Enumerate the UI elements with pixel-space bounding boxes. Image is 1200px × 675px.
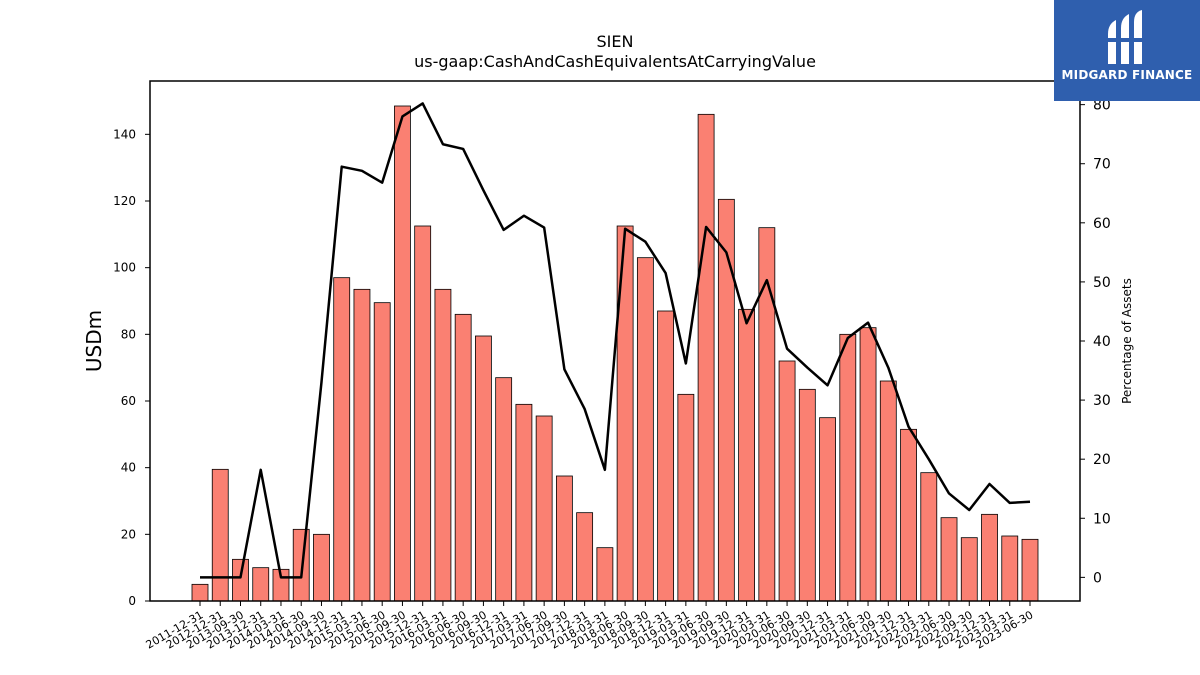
y-tick-label: 140 [113,127,136,141]
bar-2020-12-31 [819,417,836,602]
bar-2019-12-31 [738,308,755,602]
right-y-axis: 0 10 20 30 40 50 60 70 80 [1080,98,1111,586]
bar-2017-12-31 [576,512,594,602]
y-tick-label: 120 [113,194,136,208]
midgard-logo-icon [1106,10,1144,64]
bar-2014-09-30 [313,533,330,602]
bar-2021-09-30 [879,380,897,602]
bar-2021-06-30 [859,327,877,602]
bar-2013-12-31 [252,567,270,602]
y-tick-label: 60 [121,394,136,408]
bar-2020-09-30 [798,388,816,602]
bar-2018-03-31 [596,547,614,602]
bar-2020-06-30 [778,360,796,602]
left-y-axis: 0 20 40 60 80 100 120 140 [113,127,150,608]
bar-series [191,105,1039,602]
percentage-line-series [200,102,1031,579]
bar-2016-12-31 [495,377,513,602]
bar-2021-03-31 [839,333,857,602]
bar-2017-03-31 [515,403,533,602]
bar-2017-09-30 [555,475,573,602]
bar-2021-12-31 [900,428,917,602]
y2-axis-label: Percentage of Assets [1120,278,1134,404]
bar-2022-09-30 [960,537,978,602]
chart-subtitle: us-gaap:CashAndCashEquivalentsAtCarrying… [414,52,816,71]
bar-2023-06-30 [1021,538,1039,602]
y2-tick-label: 30 [1093,393,1111,409]
bar-2011-12-31 [191,583,209,602]
y2-tick-label: 80 [1093,98,1111,114]
bar-2022-03-31 [920,472,938,602]
bar-2016-09-30 [475,335,492,602]
bar-2016-06-30 [454,313,472,602]
percentage-line [200,102,1031,579]
bar-2015-03-31 [353,288,371,602]
bar-2022-12-31 [981,513,998,602]
bar-2019-06-30 [697,113,715,602]
bar-2012-12-31 [211,468,229,602]
bar-2018-09-30 [636,257,654,602]
bar-2023-03-31 [1001,535,1019,602]
y-tick-label: 20 [121,527,136,541]
bar-2015-09-30 [394,105,411,602]
y2-tick-label: 40 [1093,334,1111,350]
y-tick-label: 0 [128,594,136,608]
bar-2019-03-31 [677,393,695,602]
bar-2014-12-31 [333,277,351,602]
bar-2017-06-30 [535,415,553,602]
bar-2015-06-30 [373,302,391,602]
y2-tick-label: 0 [1093,570,1102,586]
bar-2019-09-30 [717,198,735,602]
chart-title: SIEN [596,32,634,51]
y-tick-label: 40 [121,461,136,475]
midgard-finance-logo: MIDGARD FINANCE [1054,0,1200,101]
y2-tick-label: 70 [1093,157,1111,173]
x-axis: 2011-12-312012-12-312013-09-302013-12-31… [144,601,1036,652]
y-tick-label: 80 [121,327,136,341]
y-axis-label: USDm [82,310,106,372]
y2-tick-label: 60 [1093,216,1111,232]
bar-2022-06-30 [940,517,958,602]
y2-tick-label: 20 [1093,452,1111,468]
y2-tick-label: 50 [1093,275,1111,291]
y2-tick-label: 10 [1093,511,1111,527]
y-tick-label: 100 [113,261,136,275]
bar-2014-06-30 [292,528,310,602]
bar-2015-12-31 [414,225,432,602]
logo-text: MIDGARD FINANCE [1061,68,1193,82]
bar-2018-12-31 [657,310,675,602]
bar-2016-03-31 [434,288,452,602]
bar-2013-09-30 [232,558,249,602]
